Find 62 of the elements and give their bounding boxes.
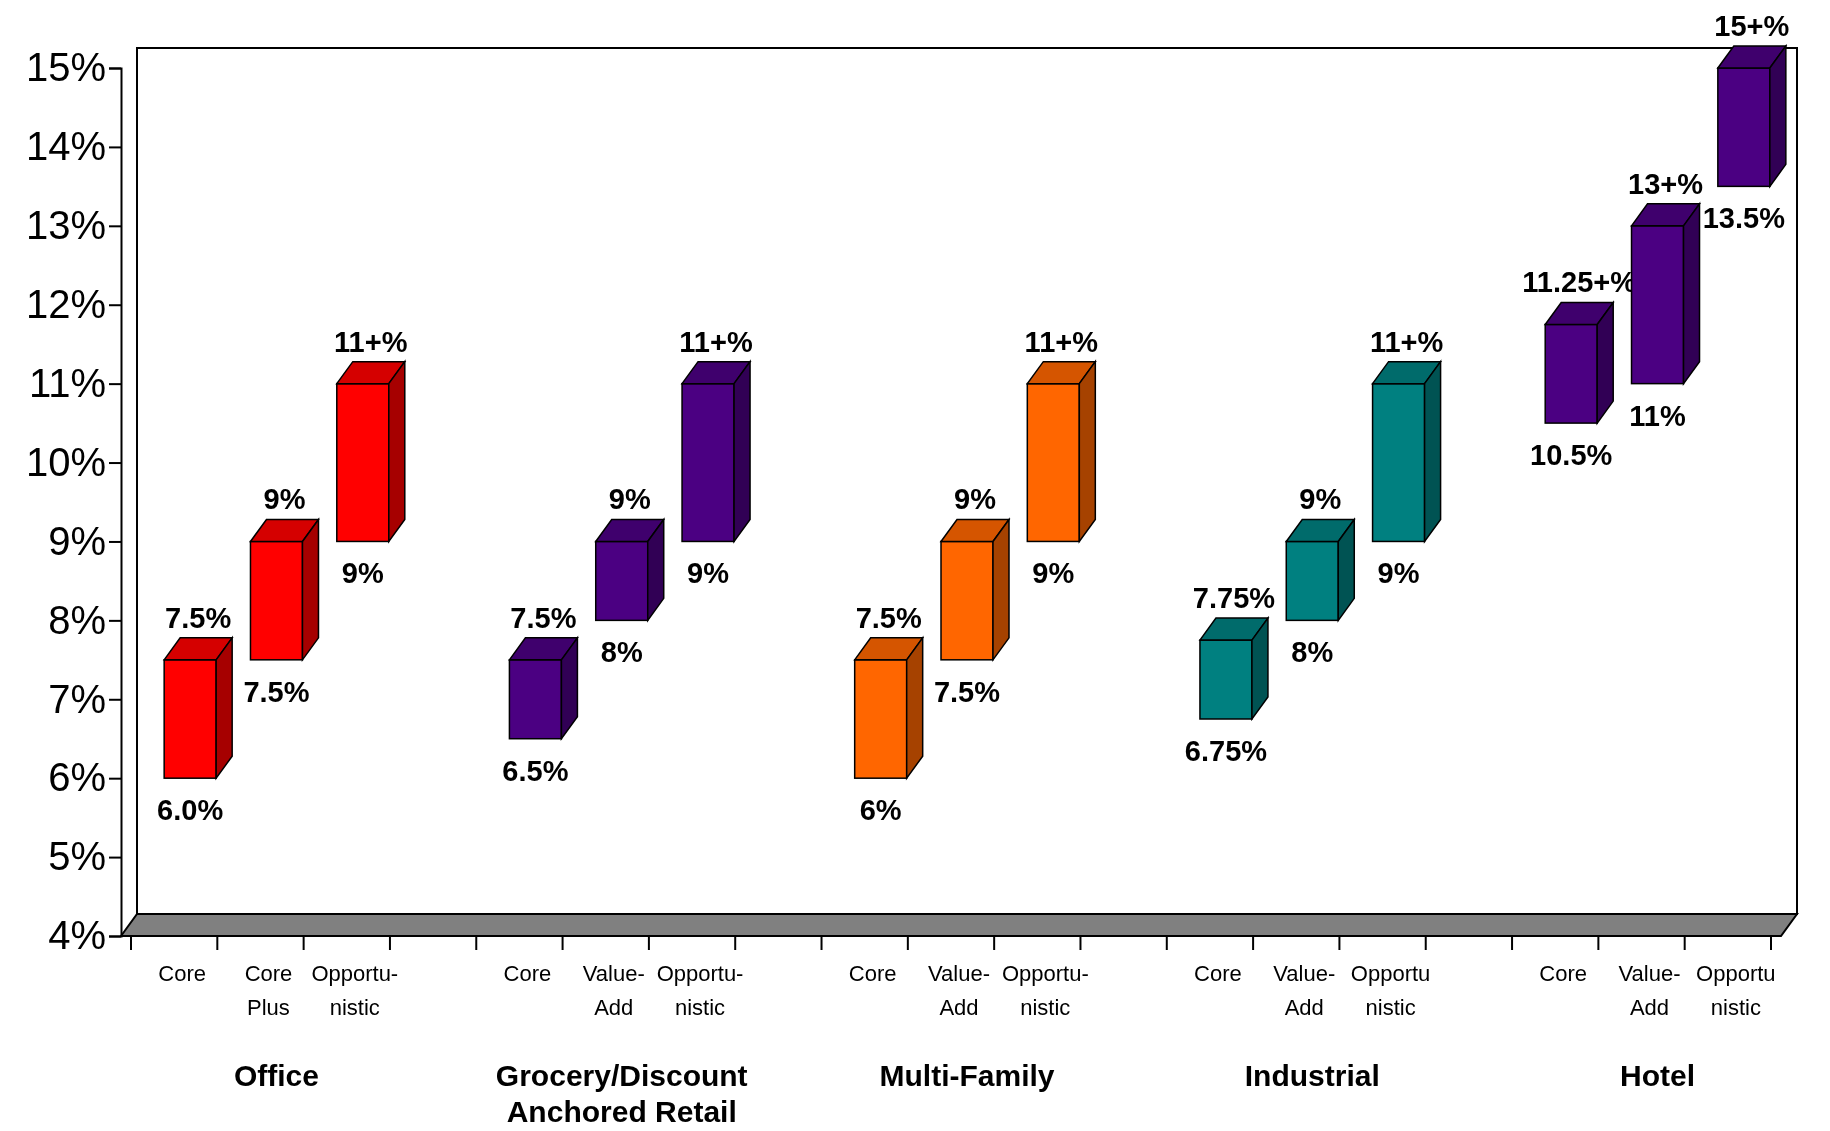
x-tick-label: Opportu- nistic — [656, 961, 744, 1020]
y-tick-label: 14% — [25, 124, 106, 169]
x-tick-label: Opportu- nistic — [1001, 961, 1089, 1020]
text: Industrial — [1244, 1059, 1380, 1092]
data-label: 7.5% — [510, 601, 577, 634]
data-label: 11+% — [334, 325, 408, 358]
y-tick-label: 12% — [25, 282, 106, 327]
annotation: 11% — [1629, 399, 1686, 432]
annotation: 6.75% — [1184, 735, 1268, 767]
text: Office — [233, 1059, 319, 1092]
data-label: 11+% — [1024, 325, 1099, 358]
data-label: 9% — [608, 483, 651, 516]
x-tick-label: Core — [1194, 961, 1242, 986]
text: Hotel — [1620, 1059, 1696, 1092]
annotation: 9% — [687, 557, 730, 590]
y-tick-label: 10% — [25, 439, 106, 484]
y-tick-label: 11% — [28, 360, 106, 405]
text: Grocery/Discount Anchored Retail — [495, 1059, 748, 1128]
annotation: 9% — [1377, 557, 1420, 590]
data-label: 9% — [1299, 483, 1342, 516]
x-tick-label: Value- Add — [1273, 961, 1336, 1020]
x-tick-label: Core — [158, 961, 206, 986]
x-tick-label: Core — [503, 961, 552, 986]
data-label: 7.75% — [1192, 582, 1276, 615]
x-tick-label: Value- Add — [582, 961, 645, 1020]
x-tick-label: Opportu nistic — [1696, 961, 1776, 1020]
x-tick-label: Core — [848, 961, 897, 986]
x-tick-label: Value- Add — [928, 961, 990, 1020]
y-tick-label: 9% — [48, 518, 106, 563]
y-tick-label: 5% — [48, 834, 106, 879]
annotation: 6% — [859, 794, 902, 827]
data-label: 11.25+% — [1522, 266, 1637, 299]
data-label: 15+% — [1714, 10, 1790, 42]
annotation: 10.5% — [1530, 439, 1613, 472]
annotation: 6.5% — [502, 754, 569, 787]
y-tick-label: 6% — [48, 755, 106, 800]
y-tick-label: 7% — [48, 676, 106, 721]
data-label: 11+% — [1369, 325, 1444, 358]
annotation: 9% — [1032, 557, 1075, 590]
data-label: 11+% — [679, 325, 753, 358]
annotation: 8% — [600, 636, 643, 669]
annotation: 13.5% — [1702, 202, 1786, 235]
y-tick-label: 8% — [48, 597, 106, 642]
data-label: 13+% — [1628, 167, 1704, 200]
annotation: 9% — [341, 557, 384, 590]
annotation: 6.0% — [157, 794, 224, 827]
annotation: 7.5% — [933, 675, 1001, 708]
x-tick-label: Core Plus — [244, 961, 293, 1020]
data-label: 7.5% — [855, 601, 922, 634]
x-tick-label: Opportu- nistic — [311, 961, 399, 1020]
x-tick-label: Core — [1539, 961, 1588, 986]
annotation: 8% — [1291, 636, 1334, 669]
data-label: 7.5% — [165, 601, 232, 634]
y-tick-label: 13% — [25, 203, 106, 248]
x-tick-label: Opportu nistic — [1350, 961, 1431, 1020]
data-label: 9% — [954, 483, 997, 516]
text: Multi-Family — [879, 1059, 1055, 1092]
x-tick-label: Value- Add — [1618, 961, 1681, 1020]
y-tick-label: 4% — [48, 913, 106, 958]
data-label: 9% — [263, 483, 306, 516]
annotation: 7.5% — [243, 675, 310, 708]
y-tick-label: 15% — [25, 45, 106, 90]
